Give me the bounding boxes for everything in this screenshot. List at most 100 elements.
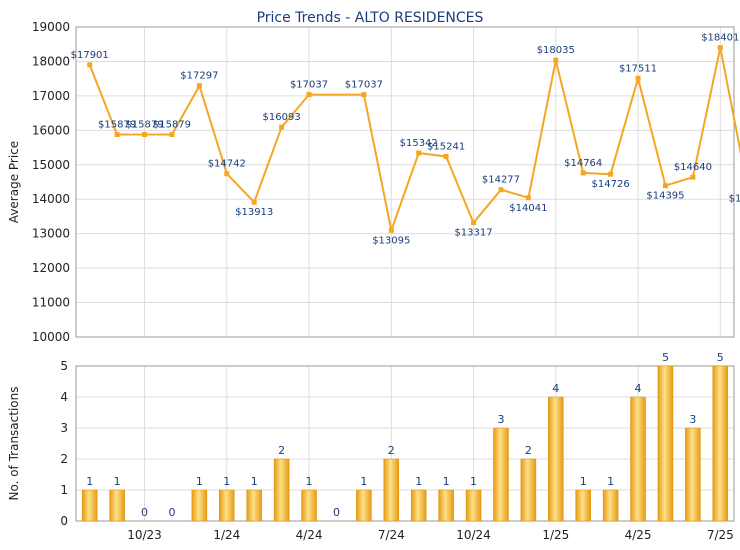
tx-bar: [465, 489, 482, 522]
tx-bar: [383, 458, 400, 522]
tx-bar-label: 3: [689, 413, 696, 426]
price-point: [471, 220, 477, 226]
price-tick-label: 12000: [32, 261, 70, 275]
price-point-label: $13095: [372, 235, 410, 246]
price-point: [224, 171, 230, 177]
tx-bar-label: 1: [360, 475, 367, 488]
tx-bar: [246, 489, 262, 522]
price-point: [443, 153, 449, 159]
price-point: [361, 92, 367, 98]
price-tick-label: 15000: [32, 158, 70, 172]
tx-tick-label: 4: [60, 390, 68, 404]
price-tick-label: 17000: [32, 89, 70, 103]
price-point: [169, 132, 175, 138]
price-point: [87, 62, 93, 68]
chart-title: Price Trends - ALTO RESIDENCES: [257, 10, 484, 26]
price-panel: 10000 11000 12000 13000 14000 15000 16000 17000…: [7, 20, 740, 344]
tx-bar: [493, 427, 509, 522]
tx-bar: [109, 489, 125, 522]
tx-tick-label: 2: [60, 452, 68, 466]
price-point-label: $17901: [71, 50, 109, 61]
tx-tick-label: 3: [60, 421, 68, 435]
tx-tick-label: 5: [60, 359, 68, 373]
tx-bar-label: 2: [525, 444, 532, 457]
price-point-label: $14277: [482, 175, 520, 186]
tx-bar: [219, 489, 235, 522]
tx-bar-label: 0: [141, 506, 148, 519]
x-tick-label: 4/25: [625, 528, 652, 542]
tx-bar-label: 4: [635, 382, 642, 395]
tx-bar-label: 0: [333, 506, 340, 519]
price-point-label: $17037: [345, 80, 383, 91]
price-point: [142, 132, 148, 138]
x-tick-label: 10/23: [127, 528, 162, 542]
price-point: [114, 132, 120, 138]
price-point: [635, 75, 641, 81]
tx-bar: [520, 458, 537, 522]
tx-bar-label: 1: [251, 475, 258, 488]
price-point-label: $14041: [509, 203, 547, 214]
price-point-label: $17037: [290, 80, 328, 91]
tx-bar-label: 5: [662, 351, 669, 364]
price-point-label: $17511: [619, 63, 657, 74]
price-point-label: $13317: [454, 228, 492, 239]
price-tick-label: 19000: [32, 20, 70, 34]
tx-bar: [81, 489, 98, 522]
price-tick-label: 14000: [32, 192, 70, 206]
tx-bar-label: 1: [580, 475, 587, 488]
tx-bar: [657, 365, 674, 522]
price-point: [580, 170, 586, 176]
tx-bar-label: 1: [86, 475, 93, 488]
x-tick-label: 10/24: [456, 528, 491, 542]
price-point: [690, 174, 696, 180]
price-point: [306, 92, 312, 98]
price-point-label: $14726: [592, 179, 630, 190]
x-tick-label: 7/24: [378, 528, 405, 542]
tx-bar-label: 2: [278, 444, 285, 457]
price-point-label: $15879: [98, 120, 136, 131]
tx-bar: [273, 458, 290, 522]
price-series-line: [88, 46, 740, 232]
price-point-label: $15342: [400, 138, 438, 149]
price-point-label: $14395: [646, 191, 684, 202]
price-point: [416, 150, 422, 156]
price-tick-label: 18000: [32, 54, 70, 68]
tx-bar: [191, 489, 208, 522]
price-point-label: $13913: [235, 207, 273, 218]
price-point: [388, 227, 394, 233]
tx-bar-label: 1: [196, 475, 203, 488]
tx-bar-label: 1: [607, 475, 614, 488]
tx-bar-label: 1: [415, 475, 422, 488]
tx-bar-label: 3: [497, 413, 504, 426]
price-point: [279, 124, 285, 130]
price-tick-label: 13000: [32, 227, 70, 241]
price-point: [717, 45, 723, 51]
price-point-label: $14764: [564, 158, 602, 169]
tx-bar: [410, 489, 427, 522]
tx-bar: [712, 365, 729, 522]
price-point-label: $14742: [208, 159, 246, 170]
price-point-label: $15879: [125, 120, 163, 131]
x-tick-label: 4/24: [296, 528, 323, 542]
tx-bar: [685, 427, 701, 522]
price-point-label: $17297: [180, 71, 218, 82]
price-point: [251, 199, 257, 205]
tx-bar-label: 5: [717, 351, 724, 364]
price-tick-label: 10000: [32, 330, 70, 344]
tx-bar-label: 1: [443, 475, 450, 488]
price-point-label: $15879: [153, 120, 191, 131]
price-point: [498, 187, 504, 193]
tx-tick-label: 1: [60, 483, 68, 497]
price-point-label: $14640: [674, 162, 712, 173]
price-point: [196, 83, 202, 89]
x-tick-label: 1/25: [542, 528, 569, 542]
tx-bar: [548, 396, 564, 522]
price-y-axis-label: Average Price: [7, 141, 21, 223]
price-point: [525, 195, 531, 201]
tx-bar-label: 1: [470, 475, 477, 488]
tx-bar-label: 0: [168, 506, 175, 519]
tx-bar: [575, 489, 591, 522]
price-point-label: $14308: [729, 194, 740, 205]
